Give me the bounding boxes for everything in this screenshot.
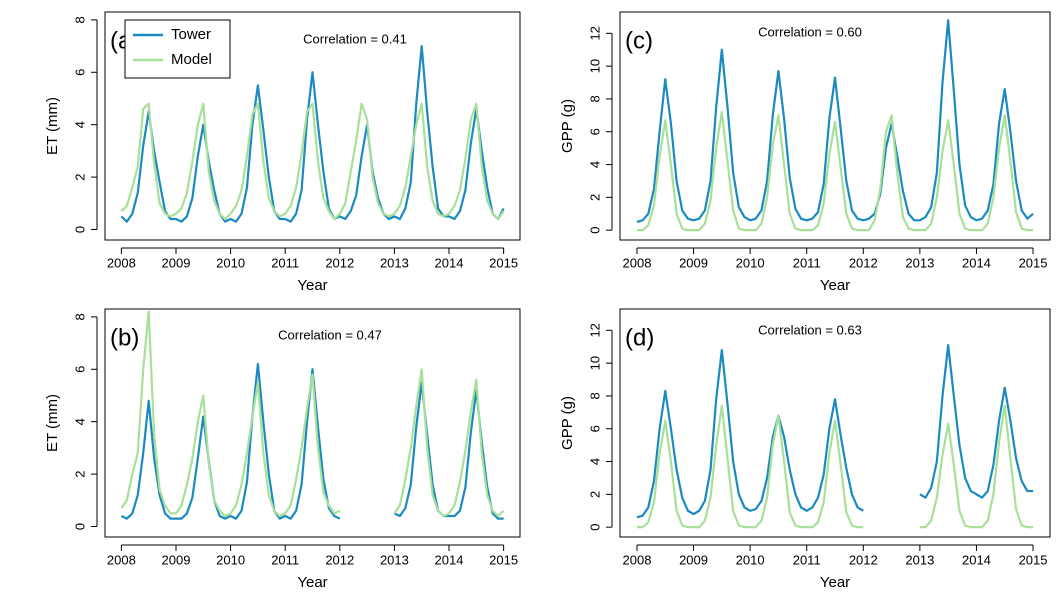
- x-tick-label: 2013: [380, 552, 409, 567]
- panel-label: (d): [625, 324, 654, 351]
- y-tick-label: 0: [587, 227, 602, 234]
- y-axis-title: GPP (g): [559, 396, 576, 450]
- plot-frame: [619, 308, 1051, 538]
- plot-frame: [104, 11, 521, 241]
- y-tick-label: 10: [587, 356, 602, 370]
- x-tick-label: 2008: [623, 552, 652, 567]
- y-axis-title: ET (mm): [44, 394, 61, 452]
- y-tick-label: 4: [587, 458, 602, 465]
- x-tick-label: 2009: [162, 552, 191, 567]
- x-axis-title: Year: [820, 574, 850, 591]
- y-tick-label: 4: [587, 161, 602, 168]
- annotation: Correlation = 0.60: [758, 24, 862, 39]
- y-axis-title: GPP (g): [559, 99, 576, 153]
- x-tick-label: 2014: [435, 552, 464, 567]
- y-tick-label: 12: [587, 323, 602, 337]
- series-line: [636, 110, 1034, 232]
- x-tick-label: 2013: [905, 255, 934, 270]
- y-tick-label: 0: [587, 524, 602, 531]
- x-axis-title: Year: [297, 277, 327, 294]
- series-line: [636, 404, 1034, 529]
- series-line: [120, 362, 504, 520]
- y-tick-label: 0: [72, 226, 87, 233]
- x-tick-label: 2010: [216, 552, 245, 567]
- legend-label: Tower: [171, 26, 211, 43]
- x-tick-label: 2008: [107, 552, 136, 567]
- x-tick-label: 2011: [271, 552, 299, 567]
- y-tick-label: 6: [587, 425, 602, 432]
- annotation: Correlation = 0.47: [278, 327, 382, 342]
- y-tick-label: 6: [72, 69, 87, 76]
- y-tick-label: 4: [72, 121, 87, 128]
- y-tick-label: 2: [72, 173, 87, 180]
- x-tick-label: 2012: [325, 552, 354, 567]
- x-tick-label: 2015: [1019, 255, 1048, 270]
- x-tick-label: 2014: [962, 255, 991, 270]
- series-line: [120, 44, 505, 223]
- x-tick-label: 2010: [736, 552, 765, 567]
- x-tick-label: 2012: [325, 255, 354, 270]
- x-tick-label: 2013: [380, 255, 409, 270]
- x-tick-label: 2015: [1019, 552, 1048, 567]
- legend-frame: [124, 19, 231, 79]
- y-tick-label: 10: [587, 59, 602, 73]
- x-tick-label: 2014: [962, 552, 991, 567]
- x-tick-label: 2014: [435, 255, 464, 270]
- y-tick-label: 12: [587, 26, 602, 40]
- plot-frame: [619, 11, 1051, 241]
- x-tick-label: 2012: [849, 552, 878, 567]
- x-axis-title: Year: [297, 574, 327, 591]
- plot-frame: [104, 308, 521, 538]
- annotation: Correlation = 0.41: [303, 31, 407, 46]
- y-tick-label: 6: [587, 128, 602, 135]
- y-tick-label: 2: [587, 491, 602, 498]
- y-axis-title: ET (mm): [44, 97, 61, 155]
- x-tick-label: 2011: [793, 552, 821, 567]
- y-tick-label: 8: [587, 392, 602, 399]
- series-line: [636, 343, 1034, 519]
- series-line: [120, 102, 505, 221]
- x-tick-label: 2013: [905, 552, 934, 567]
- y-tick-label: 4: [72, 418, 87, 425]
- x-axis-title: Year: [820, 277, 850, 294]
- panel-label: (c): [625, 27, 653, 54]
- y-tick-label: 2: [72, 470, 87, 477]
- y-tick-label: 8: [587, 95, 602, 102]
- y-tick-label: 8: [72, 16, 87, 23]
- x-tick-label: 2012: [849, 255, 878, 270]
- y-tick-label: 2: [587, 194, 602, 201]
- x-tick-label: 2011: [271, 255, 299, 270]
- x-tick-label: 2009: [679, 255, 708, 270]
- legend-label: Model: [171, 51, 212, 68]
- x-tick-label: 2010: [216, 255, 245, 270]
- x-tick-label: 2008: [107, 255, 136, 270]
- annotation: Correlation = 0.63: [758, 322, 862, 337]
- x-tick-label: 2009: [679, 552, 708, 567]
- x-tick-label: 2010: [736, 255, 765, 270]
- series-line: [636, 19, 1034, 224]
- x-tick-label: 2008: [623, 255, 652, 270]
- y-tick-label: 8: [72, 313, 87, 320]
- y-tick-label: 0: [72, 523, 87, 530]
- x-tick-label: 2009: [162, 255, 191, 270]
- x-tick-label: 2011: [793, 255, 821, 270]
- y-tick-label: 6: [72, 366, 87, 373]
- series-line: [120, 310, 505, 518]
- panel-label: (b): [110, 324, 139, 351]
- x-tick-label: 2015: [489, 552, 518, 567]
- x-tick-label: 2015: [489, 255, 518, 270]
